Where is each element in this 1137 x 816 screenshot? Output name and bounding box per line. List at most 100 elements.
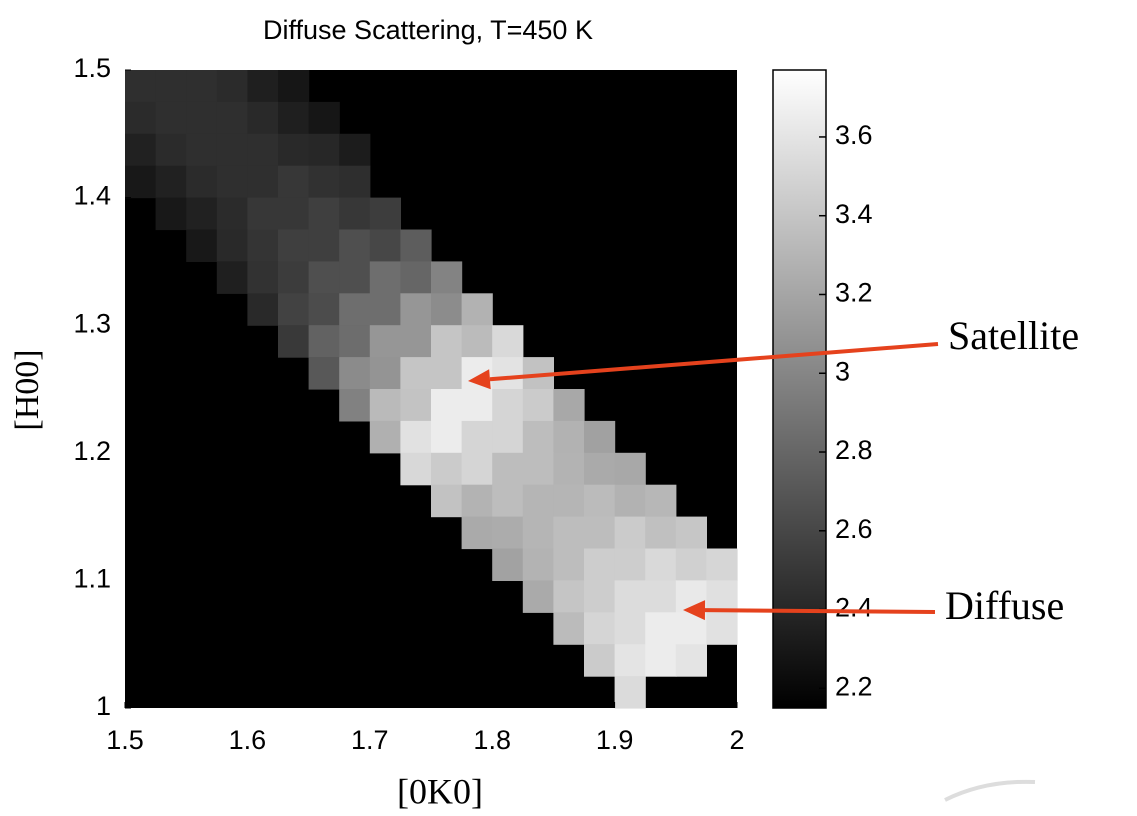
heat-cell [216, 101, 248, 135]
heat-cell [247, 261, 279, 294]
heat-cell [339, 357, 371, 390]
colorbar-tick-label: 3.2 [835, 278, 873, 308]
heat-cell [614, 516, 646, 550]
annotation-arrowhead [468, 369, 491, 390]
watermark [944, 779, 1036, 802]
heat-cell [308, 197, 340, 231]
heat-cell [216, 133, 248, 167]
heat-cell [584, 580, 616, 613]
x-tick-label: 1.5 [106, 725, 144, 755]
heat-cell [492, 357, 524, 390]
y-tick-label: 1.5 [73, 53, 111, 83]
heat-cell [308, 101, 340, 135]
heat-cell [584, 644, 616, 677]
heat-cell [216, 70, 248, 103]
heat-cell [492, 420, 524, 454]
heat-cell [247, 101, 279, 135]
heat-cell [155, 101, 187, 135]
heat-cell [308, 325, 340, 358]
heat-cell [492, 389, 524, 422]
x-tick-label: 1.7 [351, 725, 389, 755]
heat-cell [584, 612, 616, 645]
heat-cell [553, 452, 585, 486]
y-tick-label: 1.2 [73, 436, 111, 466]
heat-cell [431, 325, 463, 358]
y-tick-label: 1.3 [73, 308, 111, 338]
heat-cell [461, 516, 493, 550]
heat-cell [278, 101, 310, 135]
heat-cell [522, 548, 554, 581]
heat-cell [553, 484, 585, 518]
heat-cell [155, 165, 187, 199]
heat-cell [553, 420, 585, 454]
heat-cell [278, 197, 310, 231]
heat-cell [339, 293, 371, 326]
heat-cell [431, 293, 463, 326]
heat-cell [431, 357, 463, 390]
heat-cell [431, 452, 463, 486]
heat-cell [247, 165, 279, 199]
heat-cell [278, 261, 310, 294]
heat-cell [308, 229, 340, 262]
heat-cell [400, 293, 432, 326]
heat-cell [186, 197, 218, 231]
heat-cell [461, 389, 493, 422]
heat-cell [339, 133, 371, 167]
heat-cell [706, 548, 738, 581]
heat-cell [308, 293, 340, 326]
x-tick-label: 1.9 [596, 725, 634, 755]
heat-cell [492, 325, 524, 358]
heat-cell [584, 420, 616, 454]
heat-cell [308, 165, 340, 199]
heat-cell [369, 293, 401, 326]
heat-cell [369, 420, 401, 454]
heat-cell [522, 516, 554, 550]
heat-cell [308, 261, 340, 294]
heat-cell [186, 165, 218, 199]
heat-cell [369, 325, 401, 358]
heat-cell [522, 452, 554, 486]
heat-cell [339, 325, 371, 358]
heat-cell [247, 197, 279, 231]
heat-cell [675, 516, 707, 550]
heat-cell [400, 229, 432, 262]
heat-cell [431, 261, 463, 294]
heat-cell [400, 389, 432, 422]
annotation-arrowhead [683, 600, 706, 621]
colorbar-tick-label: 2.4 [835, 593, 873, 623]
heat-cell [614, 644, 646, 677]
heat-cell [247, 229, 279, 262]
x-axis-label: [0K0] [397, 771, 483, 811]
heat-cell [247, 293, 279, 326]
heat-cell [614, 484, 646, 518]
colorbar-tick-label: 3 [835, 356, 850, 386]
heat-cell [216, 197, 248, 231]
heat-cell [278, 165, 310, 199]
heat-cell [155, 70, 187, 103]
heat-cell [369, 197, 401, 231]
heat-cell [339, 197, 371, 231]
heat-cell [645, 548, 677, 581]
heat-cell [553, 612, 585, 645]
colorbar-tick-label: 2.6 [835, 514, 873, 544]
heat-cell [308, 133, 340, 167]
heat-cell [492, 548, 524, 581]
heat-cell [125, 70, 157, 103]
heat-cell [553, 389, 585, 422]
heat-cell [155, 133, 187, 167]
x-tick-label: 1.6 [229, 725, 267, 755]
annotation: Satellite [948, 313, 1079, 358]
heat-cell [584, 452, 616, 486]
heat-cell [247, 70, 279, 103]
heat-cell [522, 484, 554, 518]
heat-cell [492, 452, 524, 486]
heat-cell [461, 452, 493, 486]
heat-cell [216, 261, 248, 294]
heat-cell [186, 229, 218, 262]
x-tick-label: 1.8 [473, 725, 511, 755]
heat-cell [645, 612, 677, 645]
heat-cell [522, 389, 554, 422]
heat-cell [614, 580, 646, 613]
